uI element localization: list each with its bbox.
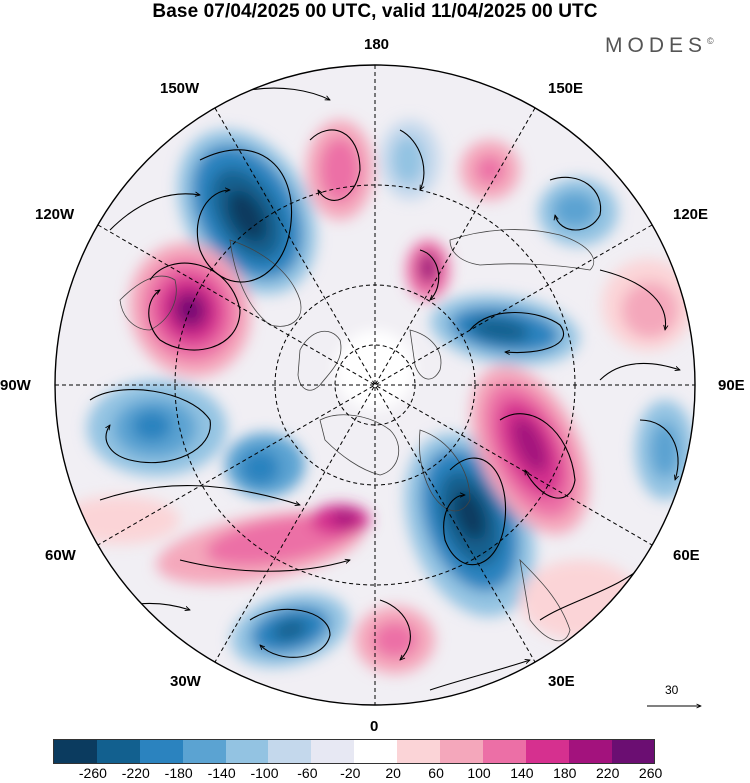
lon-label-120e: 120E	[673, 206, 709, 223]
lon-label-150w: 150W	[160, 80, 200, 97]
colorbar-tick-label: -20	[340, 765, 361, 781]
colorbar-tick-label: 20	[385, 765, 401, 781]
reference-vector-label: 30	[665, 683, 679, 697]
colorbar-tick-label: 180	[553, 765, 577, 781]
lon-label-60w: 60W	[45, 547, 76, 564]
colorbar-tick-label: 220	[596, 765, 620, 781]
colorbar-tick-label: 140	[510, 765, 534, 781]
colorbar-segment	[397, 740, 441, 763]
wind-streamlines	[89, 87, 680, 691]
lon-label-30w: 30W	[170, 673, 201, 690]
coastlines	[119, 229, 595, 642]
colorbar-tick-label: -260	[78, 765, 107, 781]
colorbar-segment	[96, 740, 140, 763]
colorbar-segment	[354, 740, 398, 763]
colorbar-segment	[440, 740, 483, 763]
colorbar-segment	[139, 740, 183, 763]
colorbar-segment	[525, 740, 569, 763]
colorbar-tick-label: 60	[428, 765, 444, 781]
lon-label-0: 0	[370, 718, 379, 735]
lon-label-30e: 30E	[548, 673, 575, 690]
colorbar-segment	[225, 740, 269, 763]
lon-label-180: 180	[364, 36, 390, 53]
colorbar-tick-label: -60	[297, 765, 318, 781]
colorbar-tick-label: -140	[207, 765, 236, 781]
graticule	[55, 65, 695, 705]
lon-label-150e: 150E	[548, 80, 584, 97]
colorbar	[53, 739, 656, 764]
lon-label-120w: 120W	[35, 206, 75, 223]
map-boundary	[54, 64, 696, 706]
colorbar-segment	[268, 740, 312, 763]
map-title: Base 07/04/2025 00 UTC, valid 11/04/2025…	[152, 1, 598, 22]
colorbar-tick-label: 100	[467, 765, 491, 781]
colorbar-segment	[482, 740, 526, 763]
lon-label-60e: 60E	[673, 547, 700, 564]
colorbar-ticks: -260 -220 -180 -140 -100 -60 -20 20 60 100 140 180 2…	[0, 765, 750, 783]
colorbar-segment	[611, 740, 655, 763]
colorbar-tick-label: 260	[638, 765, 663, 781]
colorbar-segment	[568, 740, 612, 763]
colorbar-tick-label: -100	[250, 765, 279, 781]
lon-label-90e: 90E	[718, 377, 745, 394]
modes-logo: MODES©	[605, 34, 714, 57]
colorbar-tick-label: -220	[121, 765, 150, 781]
colorbar-segment	[54, 740, 97, 763]
lon-label-90w: 90W	[0, 377, 31, 394]
colorbar-segment	[311, 740, 355, 763]
colorbar-segment	[182, 740, 226, 763]
colorbar-tick-label: -180	[164, 765, 193, 781]
